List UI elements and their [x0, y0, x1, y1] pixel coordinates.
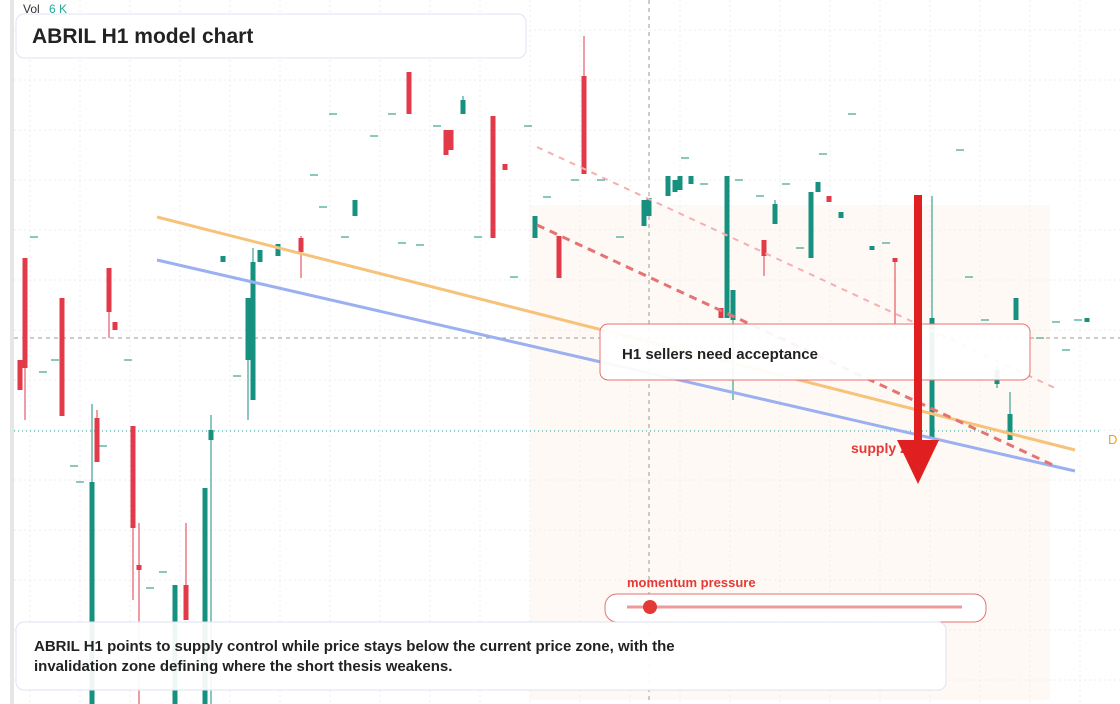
candle-body: [183, 585, 189, 620]
candle-body: [730, 290, 736, 320]
candle-body: [220, 256, 226, 262]
vol-value: 6 K: [49, 2, 67, 16]
candle-body: [59, 298, 65, 416]
candle-body: [208, 430, 214, 440]
callout-box: [599, 323, 1031, 381]
candle-body: [532, 216, 538, 238]
candle-body: [490, 116, 496, 238]
momentum-knob: [643, 600, 657, 614]
candle-body: [136, 565, 142, 570]
candle-body: [688, 176, 694, 184]
candle-body: [665, 176, 671, 196]
candle-body: [724, 176, 730, 318]
candle-body: [808, 192, 814, 258]
candle-body: [838, 212, 844, 218]
candle-body: [761, 240, 767, 256]
vol-label: Vol: [23, 2, 40, 16]
candle-body: [202, 488, 208, 704]
candle-body: [448, 130, 454, 150]
left-strip: [10, 0, 14, 704]
candle-body: [17, 360, 23, 390]
candle-body: [556, 236, 562, 278]
candle-body: [672, 180, 678, 192]
title: ABRIL H1 model chart: [32, 25, 253, 48]
candle-body: [443, 130, 449, 155]
candle-body: [112, 322, 118, 330]
candle-body: [352, 200, 358, 216]
candle-body: [94, 418, 100, 462]
candle-body: [275, 244, 281, 256]
candle-body: [245, 298, 251, 360]
candle-body: [718, 308, 724, 318]
caption-box: [15, 621, 947, 691]
candle-body: [581, 76, 587, 174]
candle-body: [22, 258, 28, 368]
candle-body: [869, 246, 875, 250]
candle-body: [406, 72, 412, 114]
candle-body: [641, 200, 647, 226]
candle-body: [646, 198, 652, 216]
arrow-head: [897, 440, 939, 484]
candle-body: [772, 204, 778, 224]
candle-body: [106, 268, 112, 312]
momentum-label: momentum pressure: [627, 575, 756, 590]
candle-body: [257, 250, 263, 262]
candle-body: [298, 238, 304, 252]
candle-body: [826, 196, 832, 202]
candle-body: [502, 164, 508, 170]
candle-body: [1007, 414, 1013, 440]
candle-body: [1084, 318, 1090, 322]
candle-body: [892, 258, 898, 262]
candle-body: [677, 176, 683, 190]
candle-body: [460, 100, 466, 114]
caption-wrap: ABRIL H1 points to supply control while …: [34, 638, 675, 675]
candle-body: [815, 182, 821, 192]
candle-body: [1013, 298, 1019, 320]
candle-body: [250, 262, 256, 400]
callout-text: H1 sellers need acceptance: [622, 346, 818, 363]
caption-text: ABRIL H1 points to supply control while …: [34, 638, 675, 675]
title-box: [15, 13, 527, 59]
edge-label: D: [1108, 432, 1117, 447]
candle-body: [89, 482, 95, 704]
candle-body: [130, 426, 136, 528]
